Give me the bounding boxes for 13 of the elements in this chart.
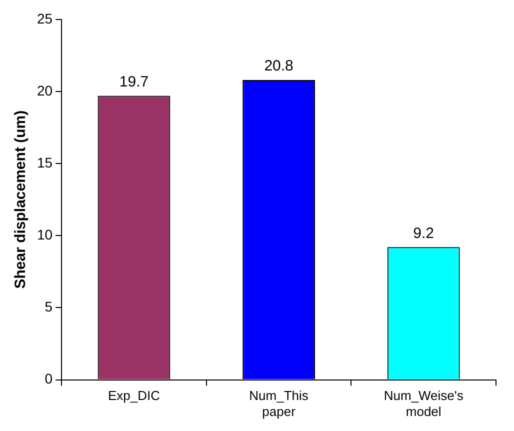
y-tick-label: 5 [44, 298, 53, 315]
y-tick-label: 10 [36, 226, 53, 242]
y-tick-label: 25 [36, 10, 53, 26]
y-tick-label: 20 [36, 82, 53, 98]
x-tick-label: Exp_DIC [108, 388, 160, 404]
x-tick-label: Num_This paper [249, 388, 309, 419]
y-axis-title: Shear displacement (um) [12, 110, 30, 289]
y-tick-label: 0 [44, 370, 53, 387]
x-tick-label: Num_Weise's model [384, 388, 464, 419]
data-label: 9.2 [413, 224, 434, 242]
data-label: 19.7 [119, 73, 149, 90]
data-label: 20.8 [264, 58, 294, 75]
y-tick-label: 15 [36, 154, 53, 170]
